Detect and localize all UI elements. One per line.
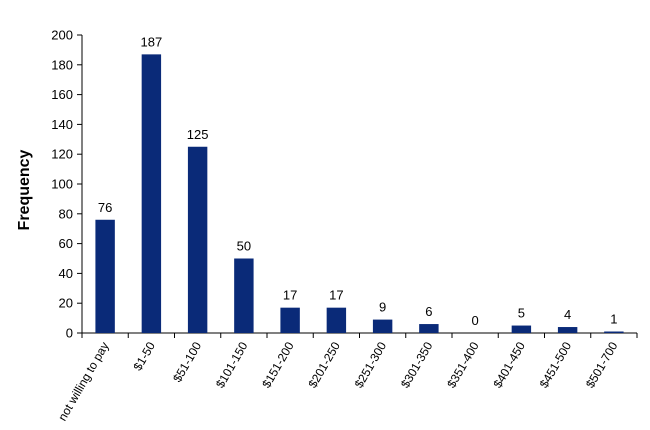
y-tick-label: 0 — [66, 326, 73, 341]
bar — [187, 146, 208, 333]
data-label: 1 — [610, 312, 617, 327]
data-label: 187 — [141, 34, 163, 49]
bars — [95, 54, 624, 334]
category-label: $351-400 — [444, 339, 482, 390]
data-label: 50 — [237, 239, 251, 254]
bar — [234, 258, 254, 333]
y-tick-label: 100 — [51, 177, 73, 192]
y-tick-label: 160 — [51, 87, 73, 102]
bar — [326, 307, 347, 333]
data-label: 9 — [379, 300, 386, 315]
data-label: 6 — [425, 304, 432, 319]
category-label: $151-200 — [259, 339, 297, 390]
data-label: 17 — [283, 288, 297, 303]
data-label: 4 — [564, 307, 571, 322]
data-label: 0 — [472, 313, 479, 328]
bar — [372, 319, 393, 333]
bar — [511, 325, 532, 333]
bar — [419, 324, 439, 333]
data-label: 5 — [518, 306, 525, 321]
category-label: $401-450 — [490, 339, 528, 390]
category-label: $301-350 — [398, 339, 436, 390]
category-label: $51-100 — [170, 339, 204, 384]
category-label: $201-250 — [305, 339, 343, 390]
y-tick-label: 40 — [59, 266, 73, 281]
category-label: $451-500 — [537, 339, 575, 390]
category-label: $1-50 — [130, 339, 158, 373]
category-label: $101-150 — [213, 339, 251, 390]
data-labels: 76 187 125 50 17 17 9 6 0 5 4 1 — [98, 34, 618, 328]
category-label: $251-300 — [352, 339, 390, 390]
bar — [280, 307, 300, 333]
y-tick-label: 180 — [51, 57, 73, 72]
y-tick-label: 140 — [51, 117, 73, 132]
bar — [95, 219, 115, 333]
y-tick-label: 200 — [51, 28, 73, 43]
data-label: 17 — [329, 288, 343, 303]
data-label: 125 — [187, 127, 209, 142]
y-tick-label: 60 — [59, 236, 73, 251]
bar — [141, 54, 162, 334]
category-label: $501-700 — [583, 339, 621, 390]
data-label: 76 — [98, 200, 112, 215]
y-tick-label: 80 — [59, 206, 73, 221]
y-axis-label: Frequency — [16, 149, 33, 230]
x-axis — [81, 332, 638, 338]
y-axis: 0 20 40 60 80 100 120 140 160 180 200 — [51, 28, 83, 341]
bar — [557, 327, 578, 333]
y-tick-label: 120 — [51, 147, 73, 162]
y-tick-label: 20 — [59, 296, 73, 311]
category-label: not willing to pay — [55, 340, 111, 424]
bar — [604, 331, 624, 333]
category-labels: not willing to pay $1-50 $51-100 $101-150 $1… — [55, 339, 620, 423]
